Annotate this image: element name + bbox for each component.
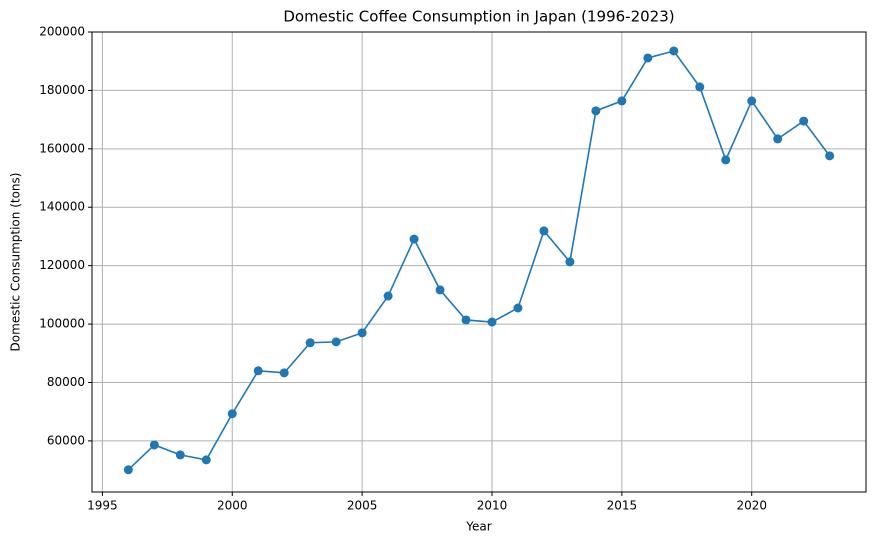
x-tick-label: 2005	[347, 499, 378, 513]
marker	[409, 234, 419, 244]
line	[127, 50, 831, 471]
marker	[383, 291, 393, 301]
marker	[201, 455, 211, 465]
y-tick-label: 140000	[39, 200, 85, 214]
y-tick-label: 160000	[39, 141, 85, 155]
marker	[331, 337, 341, 347]
x-tick-label: 2010	[477, 499, 508, 513]
marker	[695, 82, 705, 92]
y-axis-label: Domestic Consumption (tons)	[9, 173, 23, 352]
x-tick-label: 2015	[607, 499, 638, 513]
y-tick-label: 120000	[39, 258, 85, 272]
marker	[825, 151, 835, 161]
marker	[253, 366, 263, 376]
x-tick-label: 1995	[87, 499, 118, 513]
marker	[123, 465, 133, 475]
marker	[487, 317, 497, 327]
y-tick-label: 100000	[39, 317, 85, 331]
marker	[539, 226, 549, 236]
marker	[773, 134, 783, 144]
y-tick-label: 200000	[39, 25, 85, 39]
marker	[669, 46, 679, 56]
plot-frame	[91, 31, 867, 493]
marker	[227, 409, 237, 419]
y-tick-label: 180000	[39, 83, 85, 97]
marker	[305, 338, 315, 348]
marker	[565, 257, 575, 267]
x-tick-label: 2000	[217, 499, 248, 513]
marker	[591, 106, 601, 116]
marker	[461, 315, 471, 325]
marker	[513, 303, 523, 313]
marker	[721, 155, 731, 165]
marker	[617, 96, 627, 106]
marker	[799, 116, 809, 126]
marker	[357, 328, 367, 338]
chart-title: Domestic Coffee Consumption in Japan (19…	[283, 8, 674, 26]
marker	[279, 368, 289, 378]
marker	[149, 440, 159, 450]
marker	[175, 450, 185, 460]
y-tick-label: 60000	[47, 433, 85, 447]
marker	[435, 285, 445, 295]
x-tick-label: 2020	[736, 499, 767, 513]
marker	[643, 53, 653, 63]
marker	[747, 96, 757, 106]
y-tick-label: 80000	[47, 375, 85, 389]
x-axis-label: Year	[465, 520, 491, 534]
